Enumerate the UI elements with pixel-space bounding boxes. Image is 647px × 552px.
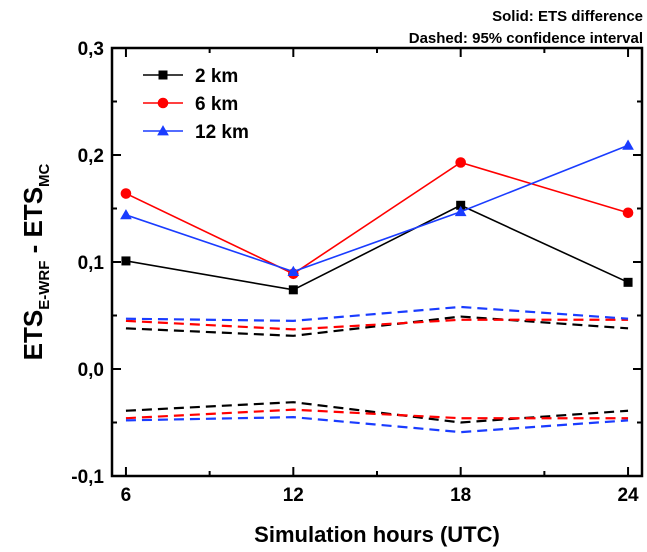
series-layer: [120, 139, 634, 295]
y-tick-label: 0,1: [78, 253, 105, 274]
legend-label: 2 km: [195, 66, 238, 87]
tick-layer: 6 12 18 24 -0,1 0,0 0,1 0,2 0,3: [71, 39, 642, 506]
ci-line-upper: [125, 305, 629, 322]
legend: 2 km 6 km 12 km: [143, 66, 249, 143]
ci-line-lower: [125, 401, 629, 424]
data-point: [456, 200, 466, 210]
plot-frame: [110, 46, 644, 478]
y-tick-label: 0,3: [78, 39, 104, 60]
y-tick-label: 0,0: [78, 360, 104, 381]
confidence-interval-layer: [125, 305, 629, 434]
series-line: [125, 204, 629, 291]
ci-line-upper: [125, 315, 629, 337]
data-point: [622, 207, 634, 219]
data-point: [622, 139, 634, 150]
legend-marker: [157, 125, 169, 136]
y-axis-title: ETSE-WRF - ETSMC: [18, 163, 53, 360]
y-title-mid: - ETS: [18, 187, 48, 261]
data-point: [287, 265, 300, 277]
y-title-ets-1: ETS: [18, 310, 48, 361]
x-tick-label: 18: [450, 485, 471, 506]
x-tick-label: 24: [617, 485, 639, 506]
legend-label: 12 km: [195, 122, 249, 143]
y-title-sub-mc: MC: [36, 163, 53, 186]
legend-label: 6 km: [195, 94, 238, 115]
series-line: [125, 161, 629, 275]
series-line: [125, 144, 629, 273]
legend-marker: [157, 97, 169, 109]
data-point: [454, 205, 467, 217]
ci-line-lower: [125, 408, 629, 420]
legend-marker: [158, 70, 168, 80]
data-point: [120, 188, 132, 199]
annotation-solid: Solid: ETS difference: [492, 8, 643, 25]
y-tick-label: -0,1: [71, 467, 104, 488]
x-tick-label: 12: [283, 485, 304, 506]
data-point: [623, 277, 633, 287]
data-point: [120, 209, 132, 220]
annotation-dashed: Dashed: 95% confidence interval: [408, 30, 643, 47]
x-tick-label: 6: [121, 485, 132, 506]
ci-line-upper: [125, 318, 629, 331]
data-point: [121, 256, 131, 266]
data-point: [288, 285, 298, 295]
x-axis-title: Simulation hours (UTC): [254, 522, 500, 547]
data-point: [455, 157, 466, 168]
ci-line-lower: [125, 416, 629, 434]
y-title-sub-ewrf: E-WRF: [36, 261, 53, 310]
y-tick-label: 0,2: [78, 146, 104, 167]
